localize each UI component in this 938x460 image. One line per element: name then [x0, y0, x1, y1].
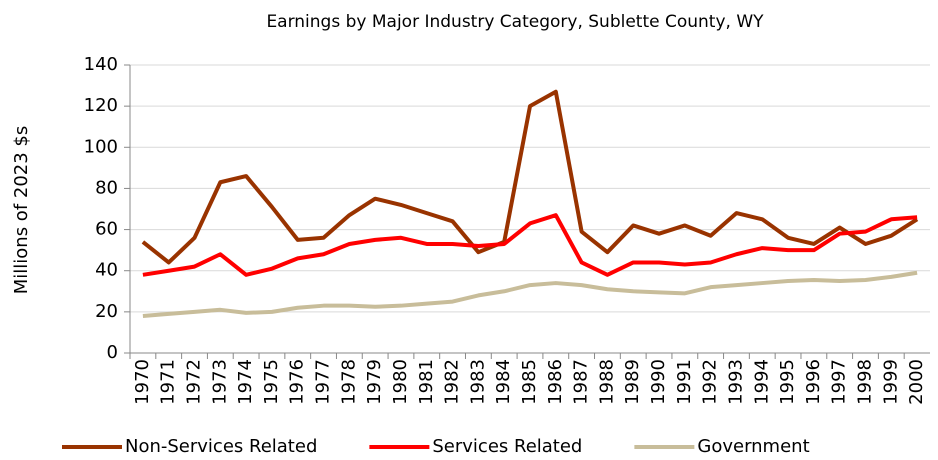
x-tick-label: 1981: [416, 359, 437, 405]
y-tick-label: 100: [84, 136, 118, 157]
x-tick-label: 1985: [519, 359, 540, 405]
x-tick-label: 1999: [880, 359, 901, 405]
x-tick-label: 1984: [493, 359, 514, 405]
legend-label: Services Related: [432, 436, 582, 457]
x-tick-label: 1982: [442, 359, 463, 405]
x-tick-label: 1990: [648, 359, 669, 405]
y-tick-label: 0: [107, 342, 118, 363]
x-tick-label: 1989: [622, 359, 643, 405]
x-tick-label: 2000: [906, 359, 927, 405]
x-tick-label: 1978: [338, 359, 359, 405]
x-tick-label: 1994: [751, 359, 772, 405]
x-tick-label: 1976: [287, 359, 308, 405]
y-axis-label: Millions of 2023 $s: [11, 126, 32, 295]
chart-title: Earnings by Major Industry Category, Sub…: [266, 12, 764, 32]
y-tick-label: 80: [95, 177, 118, 198]
x-tick-label: 1986: [545, 359, 566, 405]
series-line: [141, 89, 919, 265]
x-tick-label: 1987: [571, 359, 592, 405]
x-tick-label: 1973: [209, 359, 230, 405]
x-tick-label: 1996: [803, 359, 824, 405]
x-tick-label: 1971: [158, 359, 179, 405]
y-tick-label: 140: [84, 54, 118, 75]
x-tick-label: 1974: [235, 359, 256, 405]
x-tick-label: 1983: [467, 359, 488, 405]
legend-label: Government: [697, 436, 809, 457]
x-tick-label: 1988: [596, 359, 617, 405]
series-line: [142, 270, 918, 318]
series-line: [142, 213, 918, 277]
x-tick-label: 1993: [725, 359, 746, 405]
x-tick-label: 1975: [261, 359, 282, 405]
y-tick-label: 20: [95, 301, 118, 322]
y-tick-label: 40: [95, 260, 118, 281]
x-tick-label: 1972: [184, 359, 205, 405]
x-tick-label: 1998: [854, 359, 875, 405]
x-tick-label: 1980: [390, 359, 411, 405]
x-tick-label: 1991: [674, 359, 695, 405]
x-tick-label: 1970: [132, 359, 153, 405]
x-tick-label: 1979: [364, 359, 385, 405]
x-tick-label: 1997: [829, 359, 850, 405]
x-tick-label: 1995: [777, 359, 798, 405]
y-tick-label: 60: [95, 219, 118, 240]
legend-label: Non-Services Related: [125, 436, 317, 457]
x-tick-label: 1977: [313, 359, 334, 405]
y-tick-label: 120: [84, 95, 118, 116]
x-tick-label: 1992: [700, 359, 721, 405]
